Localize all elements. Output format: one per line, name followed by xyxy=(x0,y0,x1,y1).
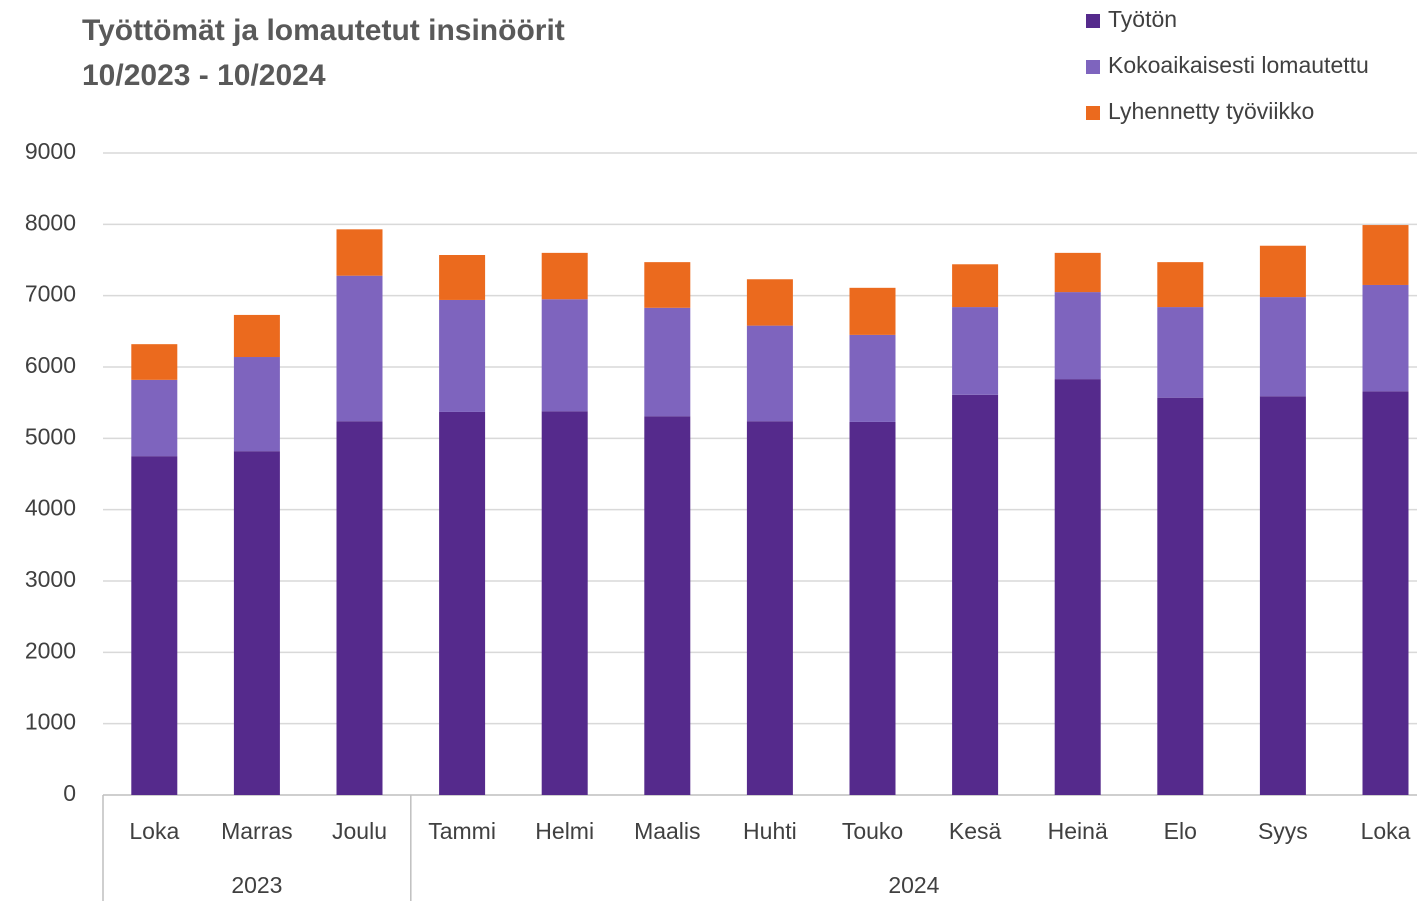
x-tick-label: Tammi xyxy=(428,818,496,844)
x-tick-label: Huhti xyxy=(743,818,797,844)
y-tick-label: 7000 xyxy=(25,281,76,307)
x-tick-label: Loka xyxy=(129,818,179,844)
x-tick-label: Helmi xyxy=(535,818,594,844)
bar-segment xyxy=(541,411,588,795)
bar-segment xyxy=(336,229,383,276)
bar-segment xyxy=(1054,252,1101,293)
bar-segment xyxy=(541,252,588,300)
bar-segment xyxy=(233,357,280,452)
bar-segment xyxy=(644,416,691,795)
bar-segment xyxy=(336,421,383,795)
bar-segment xyxy=(746,421,793,795)
bar-segment xyxy=(644,262,691,308)
x-tick-label: Elo xyxy=(1164,818,1197,844)
bar-segment xyxy=(1362,391,1409,795)
bar-segment xyxy=(233,451,280,795)
bar-segment xyxy=(541,299,588,412)
bar-segment xyxy=(1362,284,1409,392)
bar-segment xyxy=(849,334,896,422)
bar-segment xyxy=(849,421,896,795)
chart-subtitle: 10/2023 - 10/2024 xyxy=(82,59,326,92)
legend-swatch xyxy=(1086,60,1100,74)
bar-segment xyxy=(131,344,178,380)
y-tick-label: 6000 xyxy=(25,352,76,378)
x-tick-label: Loka xyxy=(1361,818,1411,844)
y-tick-label: 4000 xyxy=(25,495,76,521)
legend-swatch xyxy=(1086,14,1100,28)
bar-segment xyxy=(1054,379,1101,795)
bar-segment xyxy=(1054,292,1101,380)
bar-segment xyxy=(439,255,486,300)
bar-segment xyxy=(336,275,383,422)
bar-segment xyxy=(439,411,486,795)
legend-swatch xyxy=(1086,106,1100,120)
bar-segment xyxy=(1157,397,1204,795)
bar-segment xyxy=(644,307,691,417)
bar-segment xyxy=(1362,225,1409,285)
bar-segment xyxy=(131,379,178,457)
y-tick-label: 8000 xyxy=(25,209,76,235)
bar-segment xyxy=(746,325,793,422)
y-tick-label: 5000 xyxy=(25,423,76,449)
y-tick-label: 3000 xyxy=(25,566,76,592)
y-tick-label: 9000 xyxy=(25,138,76,164)
bar-segment xyxy=(952,307,999,395)
bar-segment xyxy=(849,287,896,335)
bar-segment xyxy=(1259,297,1306,397)
chart-title: Työttömät ja lomautetut insinöörit xyxy=(82,14,565,47)
x-tick-label: Syys xyxy=(1258,818,1308,844)
x-tick-label: Heinä xyxy=(1048,818,1108,844)
bar-segment xyxy=(952,264,999,308)
bar-segment xyxy=(952,394,999,795)
x-tick-label: Maalis xyxy=(634,818,700,844)
bar-segment xyxy=(1157,307,1204,398)
bar-segment xyxy=(439,299,486,412)
x-tick-label: Kesä xyxy=(949,818,1002,844)
bar-segment xyxy=(746,279,793,326)
y-tick-label: 0 xyxy=(63,780,76,806)
x-tick-label: Touko xyxy=(842,818,903,844)
bar-segment xyxy=(1259,245,1306,298)
x-tick-label: Marras xyxy=(221,818,293,844)
legend-label: Lyhennetty työviikko xyxy=(1108,98,1314,124)
legend-label: Kokoaikaisesti lomautettu xyxy=(1108,52,1369,78)
y-tick-label: 1000 xyxy=(25,709,76,735)
y-tick-label: 2000 xyxy=(25,637,76,663)
bar-segment xyxy=(1157,262,1204,308)
bar-segment xyxy=(131,456,178,795)
x-tick-label: Joulu xyxy=(332,818,387,844)
group-label: 2024 xyxy=(888,872,939,898)
bar-segment xyxy=(1259,396,1306,795)
legend-label: Työtön xyxy=(1108,6,1177,32)
bar-segment xyxy=(233,314,280,358)
group-label: 2023 xyxy=(231,872,282,898)
